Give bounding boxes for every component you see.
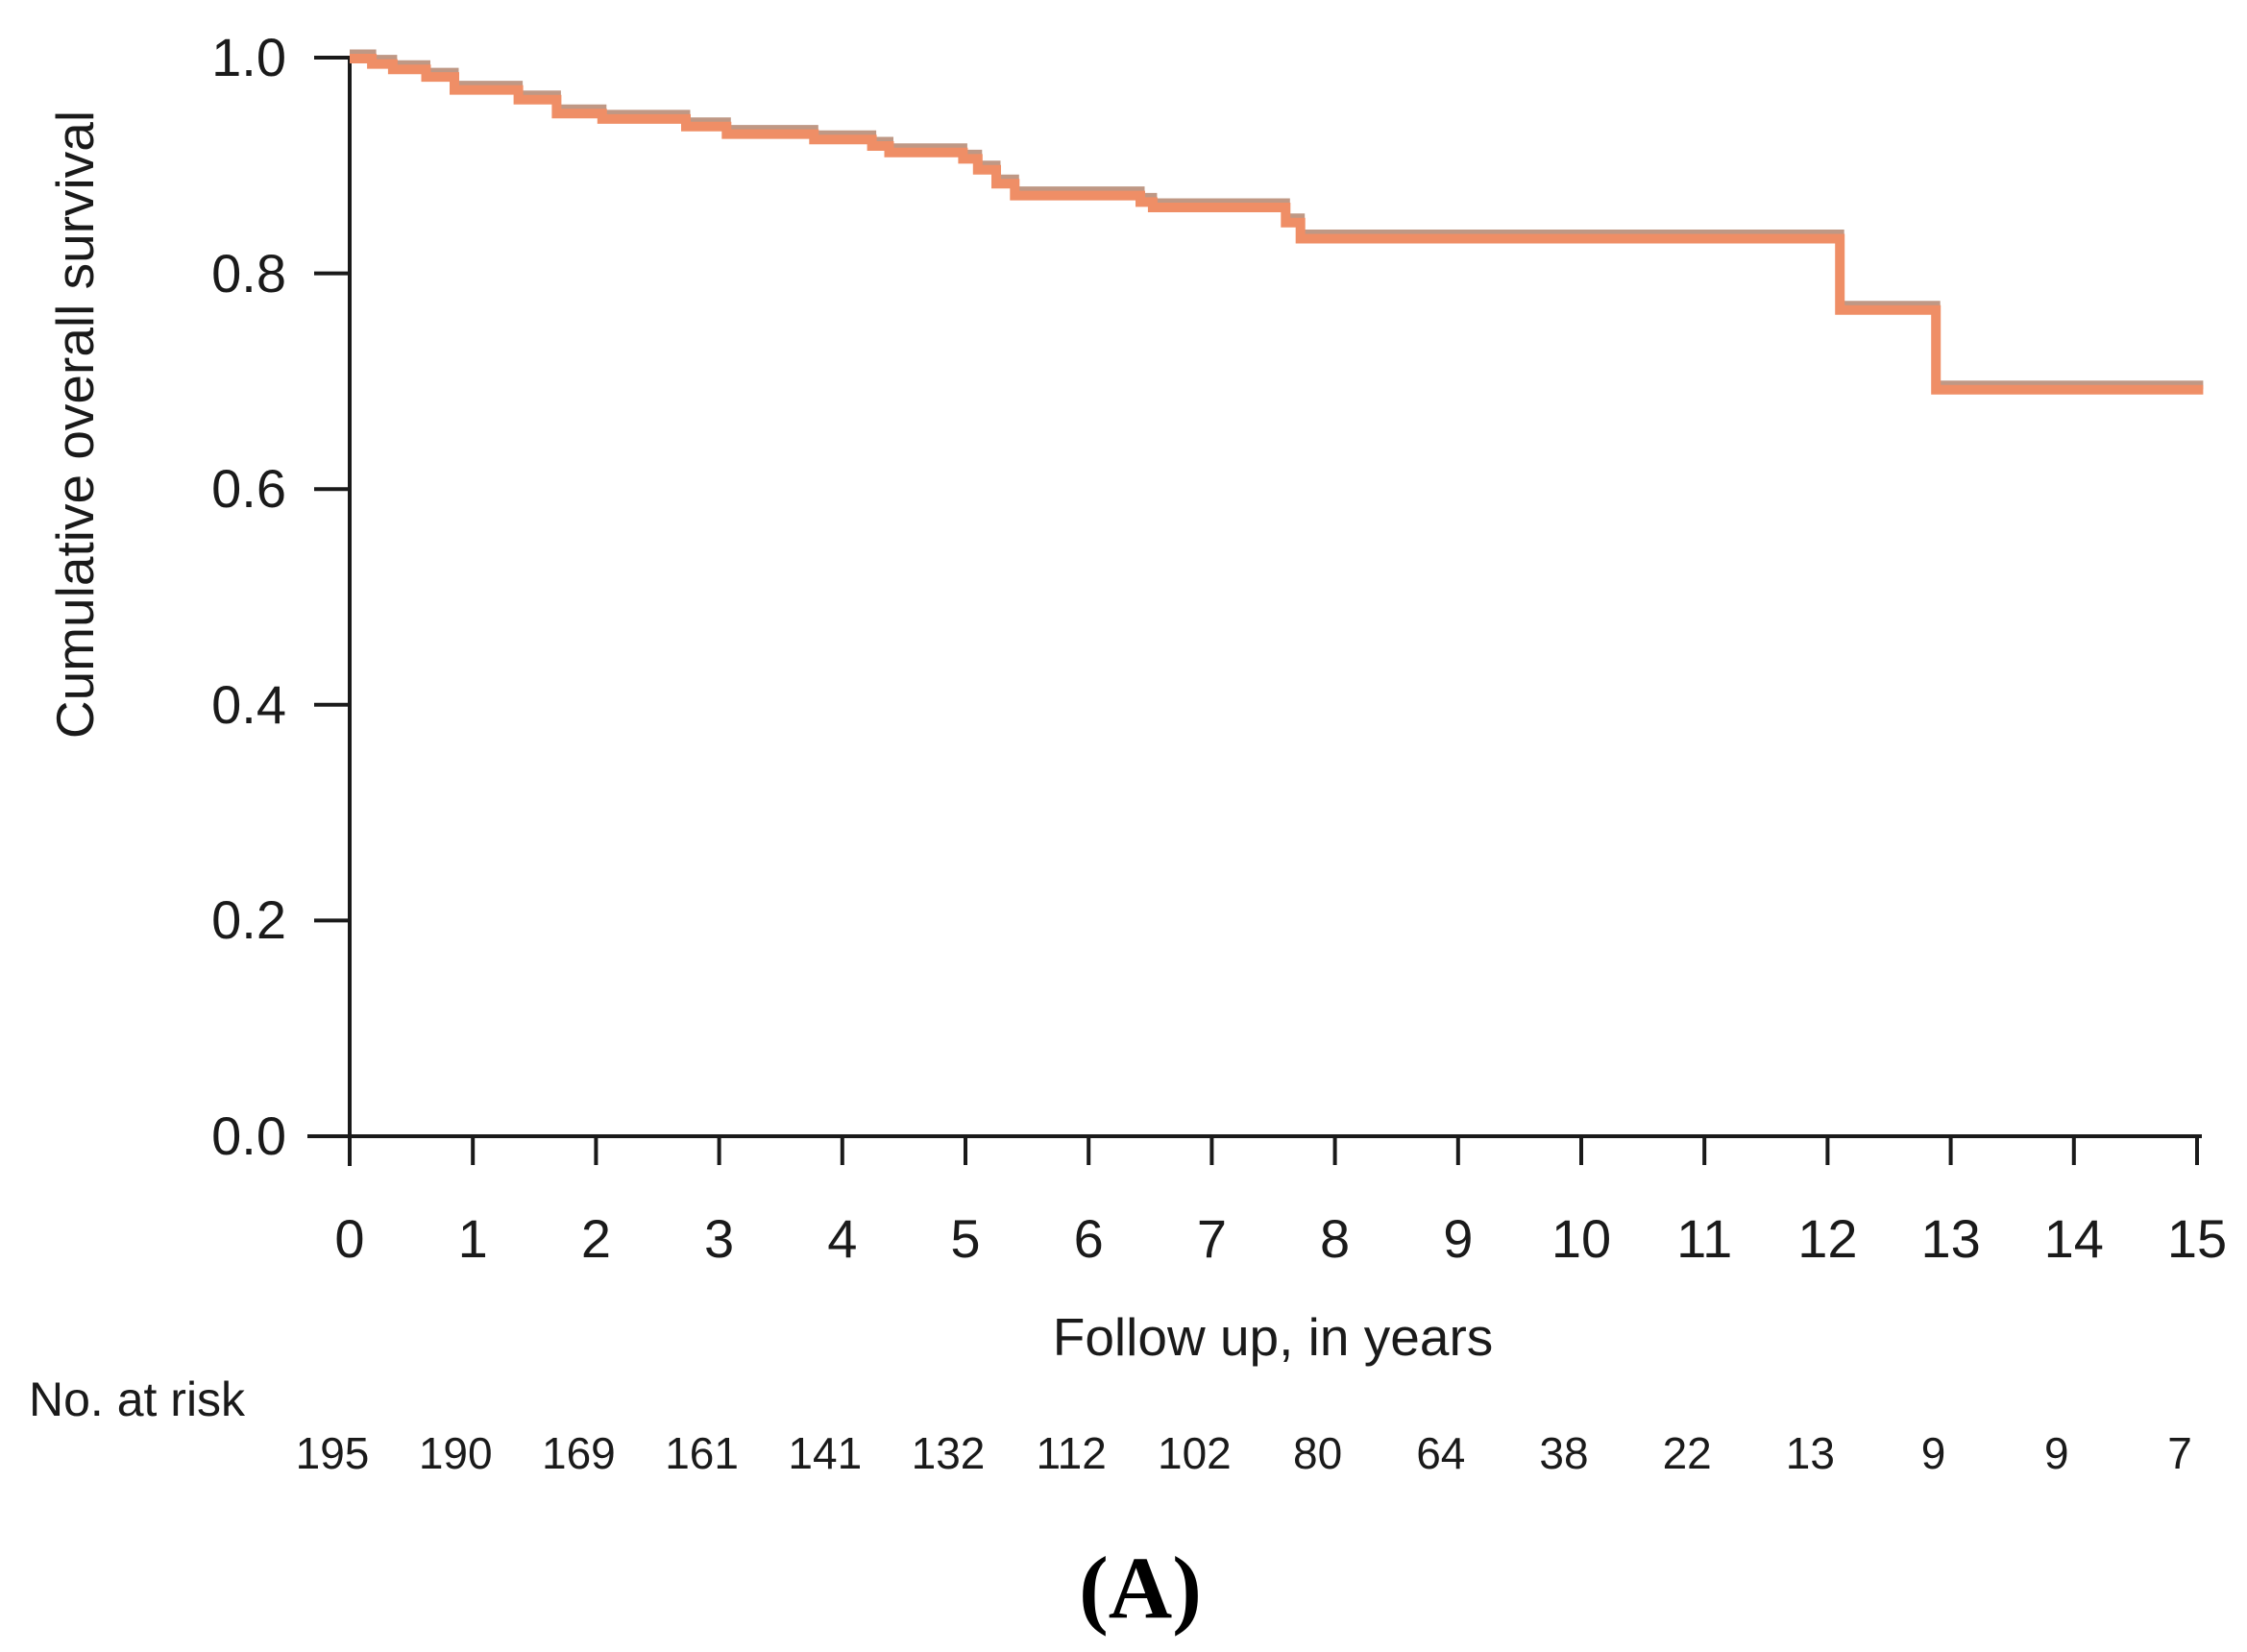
risk-count-year-10: 38 bbox=[1539, 1428, 1589, 1478]
risk-table-label: No. at risk bbox=[29, 1373, 246, 1426]
risk-count-year-14: 9 bbox=[2044, 1428, 2069, 1478]
risk-count-year-0: 195 bbox=[295, 1428, 370, 1478]
x-tick-label-12: 12 bbox=[1797, 1208, 1858, 1269]
risk-count-year-3: 161 bbox=[665, 1428, 739, 1478]
survival-curve-shadow bbox=[350, 49, 2204, 390]
risk-count-year-9: 64 bbox=[1416, 1428, 1466, 1478]
y-axis-title: Cumulative overall survival bbox=[45, 109, 105, 740]
risk-count-year-8: 80 bbox=[1293, 1428, 1343, 1478]
y-tick-label-0.2: 0.2 bbox=[211, 889, 286, 951]
x-tick-label-14: 14 bbox=[2043, 1208, 2104, 1269]
risk-count-year-13: 9 bbox=[1920, 1428, 1946, 1478]
risk-count-year-5: 132 bbox=[911, 1428, 986, 1478]
risk-count-year-6: 112 bbox=[1036, 1428, 1107, 1478]
risk-count-year-12: 13 bbox=[1785, 1428, 1835, 1478]
y-tick-label-1.0: 1.0 bbox=[211, 27, 286, 87]
y-tick-label-0.4: 0.4 bbox=[211, 673, 286, 735]
x-tick-label-0: 0 bbox=[334, 1208, 365, 1269]
risk-count-year-1: 190 bbox=[418, 1428, 493, 1478]
x-axis-title: Follow up, in years bbox=[1052, 1307, 1494, 1367]
x-tick-label-1: 1 bbox=[457, 1208, 488, 1269]
x-tick-label-13: 13 bbox=[1920, 1208, 1981, 1269]
x-tick-label-3: 3 bbox=[704, 1208, 735, 1269]
x-tick-label-2: 2 bbox=[580, 1208, 611, 1269]
survival-curve bbox=[350, 54, 2204, 395]
risk-count-year-4: 141 bbox=[788, 1428, 863, 1478]
x-tick-label-5: 5 bbox=[950, 1208, 981, 1269]
x-tick-label-4: 4 bbox=[827, 1208, 858, 1269]
y-tick-label-0.0: 0.0 bbox=[211, 1105, 286, 1166]
risk-count-year-11: 22 bbox=[1662, 1428, 1712, 1478]
y-tick-label-0.6: 0.6 bbox=[211, 458, 286, 520]
x-tick-label-9: 9 bbox=[1443, 1208, 1474, 1269]
x-tick-label-10: 10 bbox=[1551, 1208, 1612, 1269]
figure-caption: (A) bbox=[1079, 1539, 1202, 1637]
risk-count-year-2: 169 bbox=[542, 1428, 616, 1478]
y-tick-label-0.8: 0.8 bbox=[211, 242, 286, 304]
x-tick-label-6: 6 bbox=[1073, 1208, 1104, 1269]
x-tick-label-7: 7 bbox=[1196, 1208, 1227, 1269]
x-tick-label-15: 15 bbox=[2166, 1208, 2228, 1269]
risk-count-year-15: 7 bbox=[2167, 1428, 2192, 1478]
x-tick-label-8: 8 bbox=[1320, 1208, 1351, 1269]
risk-count-year-7: 102 bbox=[1158, 1428, 1232, 1478]
x-tick-label-11: 11 bbox=[1676, 1208, 1733, 1269]
